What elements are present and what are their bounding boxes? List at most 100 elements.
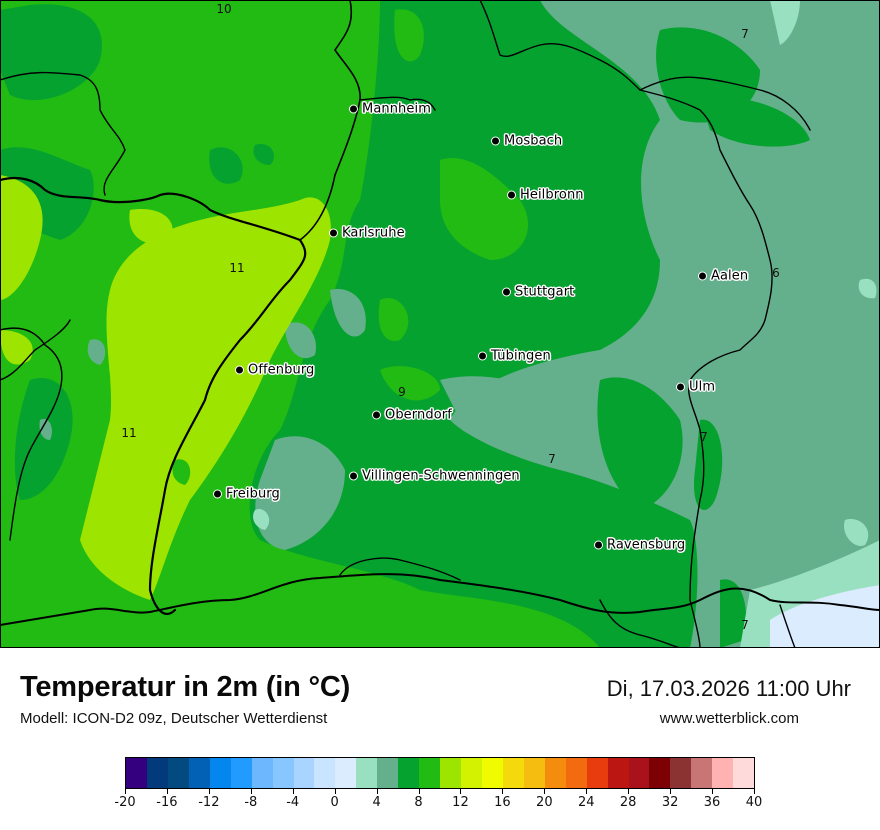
colorbar-segment (314, 758, 336, 788)
city-label: Karlsruhe (342, 225, 405, 241)
city-label: Mannheim (362, 101, 431, 117)
contour-label: 7 (741, 618, 749, 632)
city-label: Mosbach (504, 133, 563, 149)
colorbar-segment (335, 758, 357, 788)
colorbar-tick-label: 12 (452, 795, 469, 810)
city-label: Ravensburg (607, 537, 686, 553)
colorbar-tick (712, 789, 714, 794)
colorbar-tick (418, 789, 420, 794)
colorbar-tick-label: 0 (330, 795, 339, 810)
colorbar-tick-label: 4 (372, 795, 381, 810)
website-link[interactable]: www.wetterblick.com (659, 710, 799, 727)
contour-label: 11 (121, 426, 137, 440)
city-marker: Oberndorf (372, 408, 452, 423)
colorbar-segment (586, 758, 608, 788)
colorbar-segment (167, 758, 189, 788)
city-label: Stuttgart (515, 284, 575, 300)
colorbar-segment (272, 758, 294, 788)
city-marker: Mosbach (491, 134, 562, 149)
city-dot-icon (594, 540, 603, 550)
colorbar-tick (292, 789, 294, 794)
city-marker: Ravensburg (594, 538, 685, 553)
city-marker: Stuttgart (502, 285, 574, 300)
colorbar-tick (334, 789, 336, 794)
colorbar-segment (398, 758, 420, 788)
colorbar-segment (481, 758, 503, 788)
city-dot-icon (213, 489, 222, 499)
colorbar-tick (376, 789, 378, 794)
city-label: Offenburg (248, 362, 315, 378)
city-dot-icon (676, 382, 685, 392)
colorbar-tick (125, 789, 126, 794)
city-label: Heilbronn (520, 187, 584, 203)
city-dot-icon (491, 136, 500, 146)
temperature-colorbar (125, 757, 755, 789)
colorbar-segment (502, 758, 524, 788)
colorbar-tick (628, 789, 630, 794)
city-marker: Offenburg (235, 363, 314, 378)
colorbar-tick-label: -8 (244, 795, 258, 810)
colorbar-segment (628, 758, 650, 788)
colorbar-tick-label: 20 (536, 795, 553, 810)
colorbar-tick-label: -20 (114, 795, 136, 810)
colorbar-segment (649, 758, 671, 788)
city-marker: Mannheim (349, 102, 431, 117)
city-dot-icon (329, 228, 338, 238)
contour-label: 9 (398, 385, 406, 399)
colorbar-tick-label: 32 (661, 795, 679, 810)
colorbar-tick (208, 789, 210, 794)
colorbar-segment (419, 758, 441, 788)
city-dot-icon (372, 410, 381, 420)
colorbar-tick-label: -4 (286, 795, 300, 810)
colorbar-tick-label: 16 (494, 795, 511, 810)
city-label: Villingen-Schwenningen (362, 468, 520, 484)
city-marker: Freiburg (213, 487, 280, 502)
map-title: Temperatur in 2m (in °C) (20, 671, 351, 703)
city-dot-icon (698, 271, 707, 281)
contour-label: 7 (700, 430, 708, 444)
colorbar-tick (460, 789, 462, 794)
colorbar-segment (126, 758, 147, 788)
city-dot-icon (349, 104, 358, 114)
colorbar-tick (754, 789, 755, 794)
city-dot-icon (349, 471, 358, 481)
colorbar-segment (356, 758, 378, 788)
colorbar-tick-label: 8 (414, 795, 423, 810)
city-marker: Villingen-Schwenningen (349, 469, 520, 484)
city-marker: Ulm (676, 380, 715, 395)
colorbar-segment (523, 758, 545, 788)
contour-label: 6 (772, 266, 780, 280)
colorbar-tick (544, 789, 546, 794)
city-label: Freiburg (226, 486, 280, 502)
colorbar-tick (670, 789, 672, 794)
colorbar-tick-label: -16 (156, 795, 178, 810)
city-marker: Heilbronn (507, 188, 584, 203)
colorbar-segment (377, 758, 399, 788)
colorbar-segment (733, 758, 755, 788)
city-marker: Aalen (698, 269, 748, 284)
city-dot-icon (502, 287, 511, 297)
colorbar-segment (461, 758, 482, 788)
city-dot-icon (507, 190, 516, 200)
colorbar-segment (565, 758, 587, 788)
city-label: Aalen (711, 268, 749, 284)
contour-label: 11 (229, 261, 245, 275)
map-canvas (0, 0, 880, 648)
colorbar-segment (293, 758, 315, 788)
colorbar-tick (166, 789, 168, 794)
colorbar-segment (146, 758, 168, 788)
city-dot-icon (478, 351, 487, 361)
colorbar-segment (251, 758, 273, 788)
colorbar-segment (209, 758, 231, 788)
colorbar-tick-label: 24 (577, 795, 595, 810)
colorbar-segment (712, 758, 734, 788)
colorbar-segment (440, 758, 461, 788)
city-marker: Tübingen (478, 349, 551, 364)
model-subtitle: Modell: ICON-D2 09z, Deutscher Wetterdie… (20, 710, 328, 727)
contour-label: 10 (216, 2, 232, 16)
colorbar-tick-label: 28 (619, 795, 637, 810)
city-marker: Karlsruhe (329, 226, 405, 241)
colorbar-tick-label: 36 (703, 795, 721, 810)
colorbar-ticks: -20 -16 -12 -8 -4 0 4 8 12 16 20 24 28 32 36 40 (114, 789, 762, 819)
colorbar-tick-label: -12 (198, 795, 220, 810)
